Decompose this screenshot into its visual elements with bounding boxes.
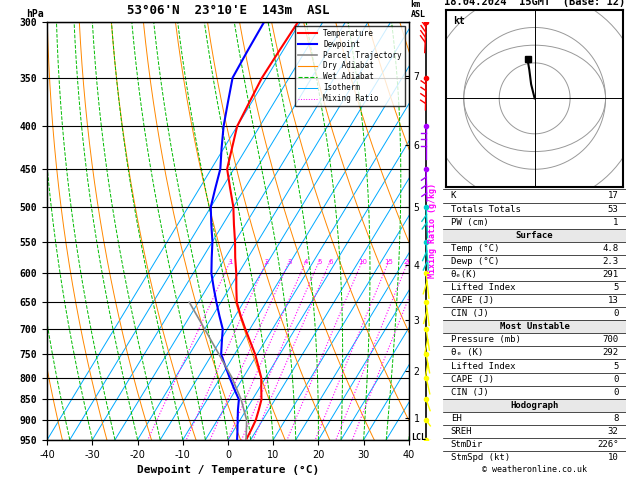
Text: 2: 2: [265, 259, 269, 264]
Bar: [443, 320, 626, 333]
Text: 10: 10: [608, 453, 618, 462]
Text: 13: 13: [608, 296, 618, 305]
Text: 292: 292: [603, 348, 618, 357]
Text: Temp (°C): Temp (°C): [451, 244, 499, 253]
Text: hPa: hPa: [26, 9, 44, 19]
Text: CAPE (J): CAPE (J): [451, 296, 494, 305]
Text: 1: 1: [613, 218, 618, 226]
Text: 0: 0: [613, 375, 618, 383]
Text: 18.04.2024  15GMT  (Base: 12): 18.04.2024 15GMT (Base: 12): [444, 0, 625, 7]
Text: θₑ(K): θₑ(K): [451, 270, 477, 279]
Text: Hodograph: Hodograph: [511, 401, 559, 410]
Text: 4: 4: [304, 259, 308, 264]
Text: kt: kt: [453, 16, 465, 26]
Text: km
ASL: km ASL: [411, 0, 426, 19]
Text: 0: 0: [613, 309, 618, 318]
Text: K: K: [451, 191, 456, 201]
Text: 2.3: 2.3: [603, 257, 618, 266]
Legend: Temperature, Dewpoint, Parcel Trajectory, Dry Adiabat, Wet Adiabat, Isotherm, Mi: Temperature, Dewpoint, Parcel Trajectory…: [295, 26, 405, 106]
Text: 6: 6: [328, 259, 333, 264]
Text: 700: 700: [603, 335, 618, 345]
Text: 10: 10: [358, 259, 367, 264]
Text: Totals Totals: Totals Totals: [451, 205, 521, 213]
Text: 20: 20: [404, 259, 413, 264]
Text: Lifted Index: Lifted Index: [451, 283, 515, 292]
Text: SREH: SREH: [451, 427, 472, 436]
Text: LCL: LCL: [411, 434, 426, 442]
Text: Pressure (mb): Pressure (mb): [451, 335, 521, 345]
Text: StmDir: StmDir: [451, 440, 483, 449]
Text: 17: 17: [608, 191, 618, 201]
Text: 291: 291: [603, 270, 618, 279]
Text: Lifted Index: Lifted Index: [451, 362, 515, 370]
Text: 226°: 226°: [597, 440, 618, 449]
Text: 53: 53: [608, 205, 618, 213]
Text: CIN (J): CIN (J): [451, 309, 488, 318]
Text: CIN (J): CIN (J): [451, 388, 488, 397]
Text: 5: 5: [613, 283, 618, 292]
Text: © weatheronline.co.uk: © weatheronline.co.uk: [482, 465, 587, 474]
Text: CAPE (J): CAPE (J): [451, 375, 494, 383]
Text: 1: 1: [228, 259, 233, 264]
Text: 5: 5: [613, 362, 618, 370]
Text: EH: EH: [451, 414, 462, 423]
Text: 32: 32: [608, 427, 618, 436]
Text: 8: 8: [613, 414, 618, 423]
Text: θₑ (K): θₑ (K): [451, 348, 483, 357]
X-axis label: Dewpoint / Temperature (°C): Dewpoint / Temperature (°C): [137, 465, 319, 475]
Text: Dewp (°C): Dewp (°C): [451, 257, 499, 266]
Bar: [443, 229, 626, 242]
Text: StmSpd (kt): StmSpd (kt): [451, 453, 510, 462]
Bar: [443, 399, 626, 412]
Text: PW (cm): PW (cm): [451, 218, 488, 226]
Text: Surface: Surface: [516, 231, 554, 240]
Text: 3: 3: [287, 259, 292, 264]
Text: Mixing Ratio (g/kg): Mixing Ratio (g/kg): [428, 183, 437, 278]
Text: 15: 15: [384, 259, 393, 264]
Text: 0: 0: [613, 388, 618, 397]
Text: 4.8: 4.8: [603, 244, 618, 253]
Text: 5: 5: [317, 259, 321, 264]
Text: 53°06'N  23°10'E  143m  ASL: 53°06'N 23°10'E 143m ASL: [127, 4, 329, 17]
Text: Most Unstable: Most Unstable: [499, 322, 570, 331]
